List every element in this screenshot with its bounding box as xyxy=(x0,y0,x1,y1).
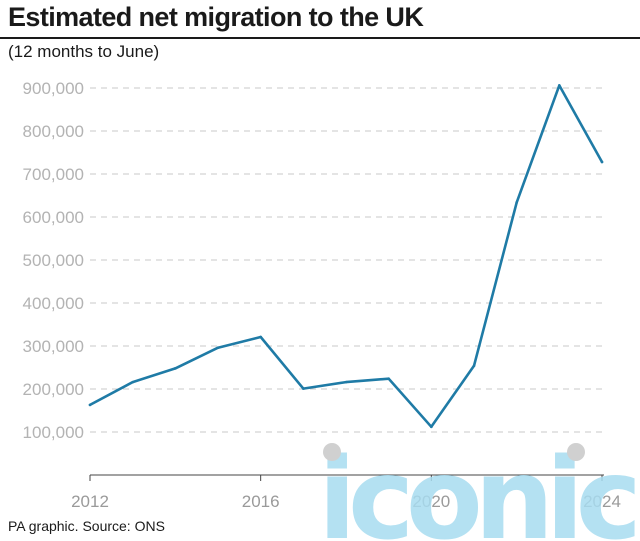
data-point xyxy=(344,380,348,384)
data-point xyxy=(430,425,433,429)
data-point xyxy=(174,367,177,370)
x-tick-label: 2012 xyxy=(71,492,109,511)
title-rule xyxy=(0,37,640,39)
watermark-text: iconic xyxy=(318,435,640,541)
x-tick-label: 2020 xyxy=(412,492,450,511)
watermark-dot-i xyxy=(323,443,341,461)
iconic-watermark: iconic xyxy=(318,435,640,541)
series-line xyxy=(88,84,604,429)
y-tick-label: 800,000 xyxy=(23,122,84,141)
data-point xyxy=(600,160,604,164)
data-point xyxy=(515,201,518,204)
y-tick-label: 100,000 xyxy=(23,423,84,442)
source-note: PA graphic. Source: ONS xyxy=(8,518,165,534)
y-tick-label: 600,000 xyxy=(23,208,84,227)
y-tick-label: 300,000 xyxy=(23,337,84,356)
chart-subtitle: (12 months to June) xyxy=(8,42,160,61)
data-point xyxy=(259,335,262,339)
data-point xyxy=(131,380,134,384)
data-point xyxy=(216,346,220,350)
y-tick-label: 900,000 xyxy=(23,79,84,98)
data-point xyxy=(88,403,92,407)
gridlines xyxy=(90,87,606,433)
watermark-dot-i2 xyxy=(567,443,585,461)
y-tick-label: 400,000 xyxy=(23,294,84,313)
y-axis-ticks: 100,000 200,000 300,000 400,000 500,000 600,0… xyxy=(23,79,84,442)
x-tick-label: 2016 xyxy=(242,492,280,511)
chart-title: Estimated net migration to the UK xyxy=(8,2,424,32)
data-point xyxy=(558,84,561,87)
data-point xyxy=(472,364,476,368)
series-points xyxy=(88,84,604,429)
y-tick-label: 200,000 xyxy=(23,380,84,399)
x-tick-label: 2024 xyxy=(583,492,621,511)
x-axis-ticks: 2012 2016 2020 2024 xyxy=(71,475,621,511)
y-tick-label: 700,000 xyxy=(23,165,84,184)
y-tick-label: 500,000 xyxy=(23,251,84,270)
data-point xyxy=(302,387,305,390)
data-point xyxy=(387,377,390,380)
